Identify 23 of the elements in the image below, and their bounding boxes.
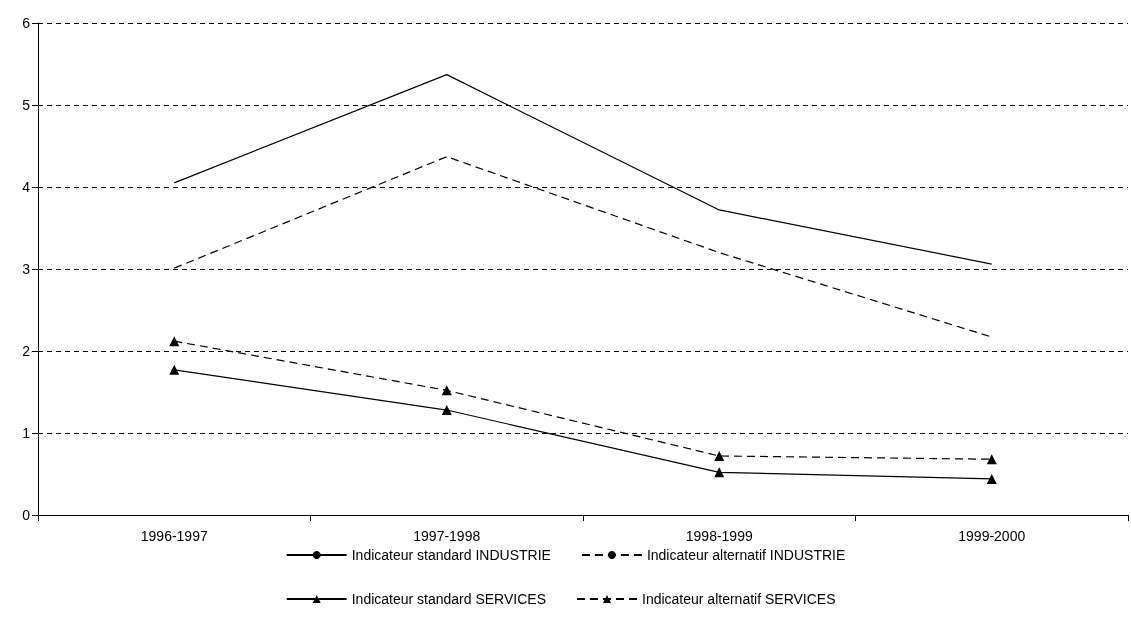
point [714, 450, 725, 461]
point [441, 405, 452, 416]
point [169, 364, 180, 375]
x-tick-label: 1997-1998 [413, 528, 481, 544]
y-tick-label: 5 [22, 97, 31, 113]
point [441, 385, 452, 396]
point [986, 473, 997, 484]
legend-label: Indicateur alternatif SERVICES [641, 591, 836, 607]
y-tick-label: 1 [22, 425, 31, 441]
x-tick-label: 1998-1999 [685, 528, 753, 544]
point [169, 336, 180, 347]
y-tick-label: 3 [22, 261, 31, 277]
legend-label: Indicateur alternatif INDUSTRIE [646, 547, 846, 563]
x-tick-label: 1996-1997 [140, 528, 208, 544]
y-tick-label: 2 [22, 343, 31, 359]
x-tick-label: 1999-2000 [958, 528, 1026, 544]
legend-label: Indicateur standard SERVICES [351, 591, 546, 607]
y-tick-label: 0 [22, 507, 31, 523]
y-tick-label: 4 [22, 179, 31, 195]
y-tick-label: 6 [22, 15, 31, 31]
point [714, 467, 725, 478]
point [986, 454, 997, 465]
legend-label: Indicateur standard INDUSTRIE [351, 547, 551, 563]
